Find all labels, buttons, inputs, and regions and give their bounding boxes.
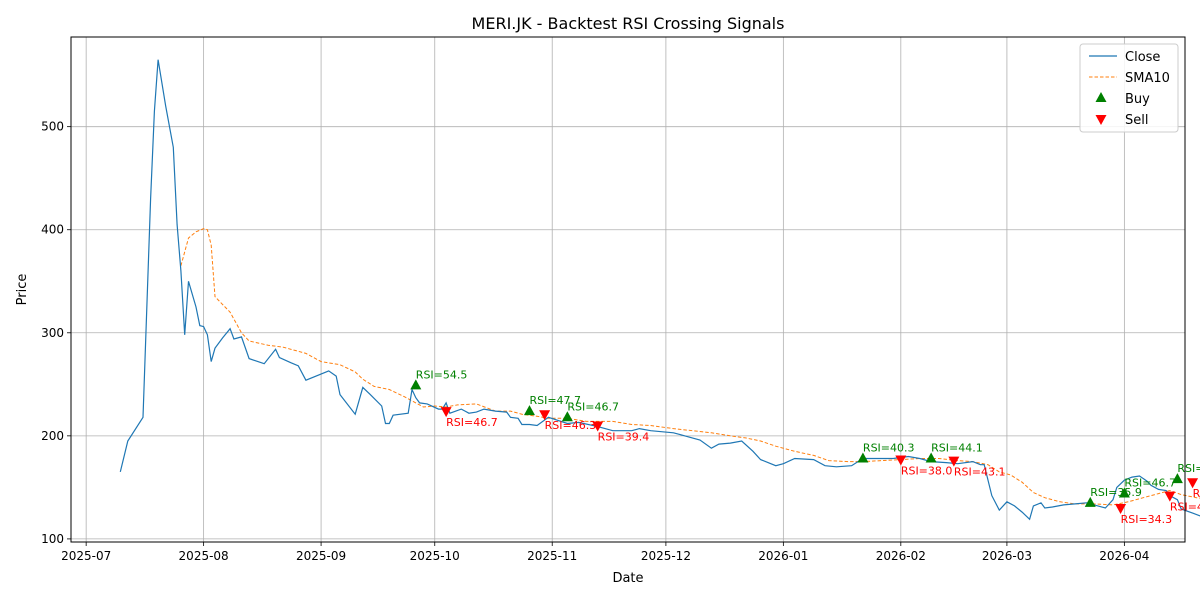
sell-rsi-label: RSI=38.0 [901,465,953,478]
x-tick-label: 2025-09 [296,549,346,563]
x-tick-label: 2025-12 [641,549,691,563]
legend-label-sma: SMA10 [1125,71,1170,86]
legend-label-sell: Sell [1125,113,1148,128]
x-tick-label: 2025-11 [527,549,577,563]
x-tick-label: 2025-08 [179,549,229,563]
legend-box [1079,43,1179,133]
y-tick-label: 400 [41,223,64,237]
plot-area: RSI=54.5RSI=46.7RSI=47.7RSI=46.3RSI=46.7… [119,59,1200,526]
legend: Close SMA10 Buy Sell [1079,43,1179,133]
buy-marker [523,405,535,416]
x-tick-label: 2026-01 [758,549,808,563]
y-axis-label: Price [15,274,30,306]
sell-marker [1187,478,1199,489]
buy-marker [561,411,573,422]
sell-marker [1115,503,1127,514]
buy-rsi-label: RSI=54.5 [416,368,468,381]
sell-rsi-label: RSI=39.4 [598,431,650,444]
x-tick-label: 2026-02 [876,549,926,563]
sell-marker [895,455,907,466]
sell-marker [440,407,452,418]
buy-rsi-label: RSI=44.1 [931,442,983,455]
sell-rsi-label: RSI=34.3 [1121,513,1173,526]
x-tick-label: 2025-10 [410,549,460,563]
buy-marker [410,379,422,390]
plot-frame [70,36,1186,543]
sell-rsi-label: RSI=43.1 [954,466,1006,479]
buy-rsi-label: RSI=46.7 [1124,477,1176,490]
x-tick-label: 2025-07 [61,549,111,563]
sell-marker [539,410,551,421]
buy-marker [1171,473,1183,484]
y-tick-label: 300 [41,326,64,340]
legend-sell-swatch [1095,115,1107,125]
grid [71,37,1185,542]
buy-marker [1118,487,1130,498]
sell-marker [1164,491,1176,502]
x-tick-label: 2026-03 [982,549,1032,563]
buy-rsi-label: RSI=46.7 [567,400,619,413]
sell-rsi-label: RSI=46.3 [545,419,597,432]
y-tick-label: 500 [41,120,64,134]
chart-title: MERI.JK - Backtest RSI Crossing Signals [472,14,785,33]
x-tick-label: 2026-04 [1099,549,1149,563]
sell-marker [592,421,604,432]
x-axis-label: Date [612,571,643,586]
sell-rsi-label: RSI=51.9 [1193,487,1200,500]
axes: 100 200 300 400 500 2025-07 2025-08 2025-09 2025… [41,120,1149,563]
buy-rsi-label: RSI=35.9 [1090,486,1142,499]
y-tick-label: 100 [41,532,64,546]
sell-marker [948,456,960,467]
legend-buy-swatch [1095,92,1107,102]
legend-label-buy: Buy [1125,92,1150,107]
buy-marker [1084,496,1096,507]
buy-rsi-label: RSI=47.7 [529,394,581,407]
buy-rsi-label: RSI=40.3 [863,442,915,455]
buy-rsi-label: RSI=54.7 [1177,462,1200,475]
sell-rsi-label: RSI=46.7 [446,416,498,429]
close-line [119,59,1200,521]
legend-label-close: Close [1125,50,1160,65]
buy-marker [857,452,869,463]
y-tick-label: 200 [41,429,64,443]
buy-marker [925,452,937,463]
